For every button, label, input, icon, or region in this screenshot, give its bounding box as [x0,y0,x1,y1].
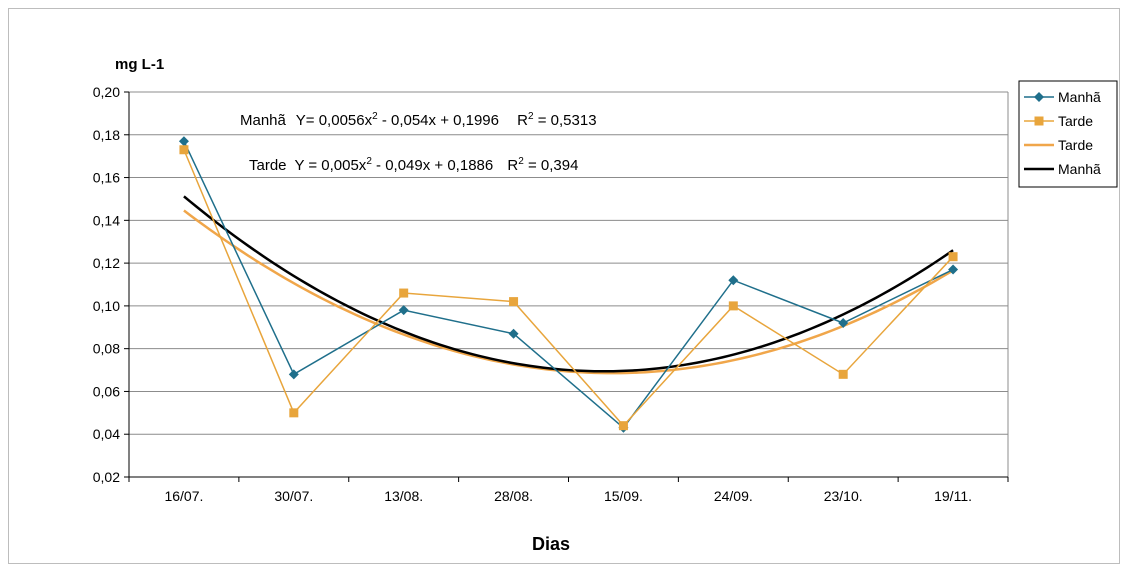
legend-label: Manhã [1058,161,1101,177]
data-point-manha [948,264,959,275]
data-point-manha [508,328,519,339]
legend-marker [1034,116,1044,126]
legend-marker [1034,92,1044,102]
annotation-manha-name: Manhã [240,112,287,129]
series-line-manha [183,140,954,429]
annotation-manha: Manhã Y= 0,0056x2 - 0,054x + 0,1996 R2 =… [240,111,597,129]
annotation-manha-eq-rest: - 0,054x + 0,1996 [378,112,499,129]
annotation-tarde-r-exp: 2 [518,156,524,167]
y-tick-label: 0,12 [93,255,120,271]
y-tick-label: 0,02 [93,469,120,485]
trendline-tarde [183,209,954,375]
data-point-tarde [179,145,189,155]
x-tick-label: 13/08. [384,488,423,504]
y-tick-label: 0,16 [93,170,120,186]
x-tick-label: 28/08. [494,488,533,504]
data-point-tarde [399,288,409,298]
annotation-tarde-r: R [507,157,518,174]
x-tick-label: 19/11. [934,488,972,504]
y-tick-label: 0,08 [93,341,120,357]
annotation-tarde: Tarde Y = 0,005x2 - 0,049x + 0,1886 R2 =… [249,156,578,174]
legend-label: Tarde [1058,113,1093,129]
data-point-manha [728,275,739,286]
x-tick-label: 15/09. [604,488,643,504]
series-line-tarde [183,149,954,427]
data-point-tarde [509,297,519,307]
axis-layer: 0,02 0,04 0,06 0,08 0,10 0,12 0,14 0,16 0,18 0,20… [93,84,1009,504]
legend-label: Manhã [1058,89,1101,105]
data-point-manha [178,136,189,147]
data-point-tarde [289,408,299,418]
annotation-tarde-r-value: = 0,394 [524,157,579,174]
x-tick-label: 30/07. [274,488,313,504]
y-tick-label: 0,04 [93,426,120,442]
y-tick-label: 0,20 [93,84,120,100]
legend-items: Manhã Tarde Tarde Manhã [1024,89,1101,177]
data-point-manha [838,318,849,328]
data-point-tarde [618,421,628,431]
annotation-tarde-eq: Y = 0,005x [294,157,366,174]
x-tick-label: 24/09. [714,488,753,504]
data-point-tarde [728,301,738,311]
x-tick-label: 23/10. [824,488,863,504]
legend-label: Tarde [1058,137,1093,153]
data-point-tarde [948,252,958,262]
data-point-manha [288,369,299,380]
y-tick-label: 0,06 [93,383,120,399]
y-tick-label: 0,10 [93,298,120,314]
data-point-manha [398,305,409,316]
y-tick-label: 0,14 [93,212,120,228]
annotation-manha-r-exp: 2 [528,111,534,122]
trendline-manha [183,195,954,373]
legend: Manhã Tarde Tarde Manhã [1018,80,1118,188]
annotation-manha-eq-exp: 2 [372,111,378,122]
y-tick-label: 0,18 [93,127,120,143]
grid-layer [129,91,1009,477]
annotation-tarde-name: Tarde [249,157,287,174]
chart-svg: 0,02 0,04 0,06 0,08 0,10 0,12 0,14 0,16 0,18 0,20… [93,56,1118,554]
data-point-tarde [838,369,848,379]
annotation-manha-eq: Y= 0,0056x [296,112,373,129]
annotation-tarde-eq-exp: 2 [366,156,372,167]
x-axis-label: Dias [532,534,570,554]
y-axis-label: mg L-1 [115,56,164,73]
series-layer [178,136,959,433]
annotation-manha-r-value: = 0,5313 [534,112,597,129]
x-tick-label: 16/07. [164,488,203,504]
chart-frame: 0,02 0,04 0,06 0,08 0,10 0,12 0,14 0,16 0,18 0,20… [8,8,1120,564]
annotation-manha-r: R [517,112,528,129]
annotation-tarde-eq-rest: - 0,049x + 0,1886 [372,157,493,174]
